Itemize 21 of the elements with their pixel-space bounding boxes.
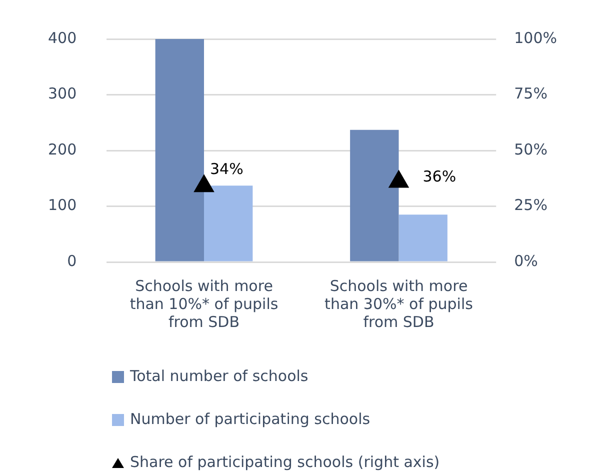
x-tick-label: Schools with more than 30%* of pupils from SDB — [324, 276, 474, 331]
y-tick-label: 0 — [67, 252, 77, 270]
y-tick-label: 100 — [48, 196, 77, 214]
data-label: 36% — [422, 168, 456, 186]
legend-label: Share of participating schools (right axis) — [130, 452, 440, 471]
data-label: 34% — [210, 160, 244, 178]
y2-tick-label: 100% — [514, 28, 558, 47]
y-tick-label: 400 — [48, 28, 77, 47]
y2-tick-label: 25% — [514, 196, 548, 214]
bar — [204, 186, 253, 262]
bar — [350, 130, 399, 262]
x-tick-label: Schools with more than 10%* of pupils from SDB — [130, 276, 278, 331]
bar — [155, 39, 204, 262]
y-tick-label: 200 — [48, 140, 77, 158]
y2-tick-label: 75% — [514, 84, 548, 103]
legend-label: Total number of schools — [129, 366, 308, 385]
bar — [398, 214, 448, 262]
y-tick-label: 300 — [48, 84, 77, 103]
y2-tick-label: 0% — [514, 252, 538, 270]
legend-label: Number of participating schools — [130, 410, 370, 428]
y2-tick-label: 50% — [514, 140, 548, 158]
